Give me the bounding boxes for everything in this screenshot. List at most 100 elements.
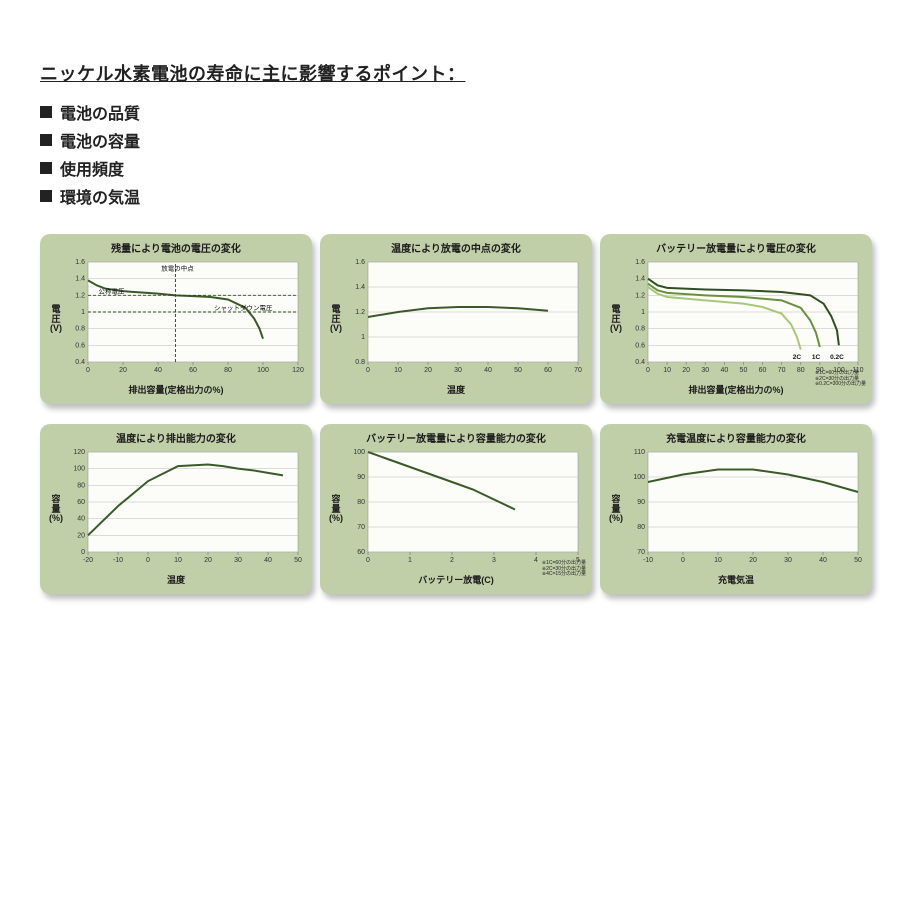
svg-text:40: 40	[264, 557, 272, 564]
y-axis-label: 容量(%)	[608, 448, 626, 571]
bullet-list: 電池の品質電池の容量使用頻度環境の気温	[40, 100, 860, 208]
svg-text:20: 20	[77, 532, 85, 539]
bullet-item: 環境の気温	[40, 184, 860, 208]
svg-text:1.2: 1.2	[635, 292, 645, 299]
svg-text:公称電圧: 公称電圧	[99, 286, 126, 295]
svg-text:80: 80	[637, 524, 645, 531]
y-axis-label: 電圧(V)	[608, 258, 626, 381]
square-icon	[40, 162, 52, 174]
svg-text:100: 100	[353, 449, 365, 456]
svg-text:1: 1	[81, 309, 85, 316]
svg-text:50: 50	[854, 557, 862, 564]
svg-text:0.4: 0.4	[75, 359, 85, 366]
chart-title: バッテリー放電量により電圧の変化	[608, 240, 864, 255]
svg-text:70: 70	[778, 367, 786, 374]
chart-card-c4: 温度により排出能力の変化容量(%)020406080100120-20-1001…	[40, 424, 312, 594]
svg-text:90: 90	[357, 474, 365, 481]
svg-text:1.4: 1.4	[635, 276, 645, 283]
svg-text:50: 50	[740, 367, 748, 374]
svg-text:シャットダウン電圧: シャットダウン電圧	[214, 303, 273, 312]
svg-text:4: 4	[534, 557, 538, 564]
chart-card-c6: 充電温度により容量能力の変化容量(%)708090100110-10010203…	[600, 424, 872, 594]
chart-plot: 020406080100120-20-1001020304050	[66, 448, 304, 566]
svg-text:10: 10	[174, 557, 182, 564]
svg-text:60: 60	[77, 499, 85, 506]
chart-card-c1: 残量により電池の電圧の変化電圧(V)0.40.60.811.21.41.6020…	[40, 234, 312, 404]
svg-text:80: 80	[77, 482, 85, 489]
svg-text:100: 100	[633, 474, 645, 481]
chart-title: 充電温度により容量能力の変化	[608, 430, 864, 445]
svg-text:50: 50	[294, 557, 302, 564]
svg-text:1.4: 1.4	[75, 276, 85, 283]
y-axis-label: 電圧(V)	[328, 258, 346, 381]
svg-text:40: 40	[154, 367, 162, 374]
svg-text:1.6: 1.6	[635, 259, 645, 266]
chart-plot: 0.811.21.41.6010203040506070	[346, 258, 584, 376]
svg-text:0.4: 0.4	[635, 359, 645, 366]
svg-text:20: 20	[424, 367, 432, 374]
bullet-item: 電池の品質	[40, 100, 860, 124]
svg-text:0: 0	[681, 557, 685, 564]
x-axis-label: 充電気温	[608, 573, 864, 586]
svg-text:80: 80	[797, 367, 805, 374]
x-axis-label: 排出容量(定格出力の%)	[48, 383, 304, 396]
svg-text:0.6: 0.6	[75, 342, 85, 349]
svg-text:1.6: 1.6	[75, 259, 85, 266]
svg-text:3: 3	[492, 557, 496, 564]
svg-text:0.2C: 0.2C	[830, 354, 844, 361]
svg-text:120: 120	[292, 367, 304, 374]
chart-card-c5: バッテリー放電量により容量能力の変化容量(%)60708090100012345…	[320, 424, 592, 594]
svg-text:0: 0	[646, 367, 650, 374]
svg-text:30: 30	[701, 367, 709, 374]
square-icon	[40, 134, 52, 146]
svg-text:0.8: 0.8	[355, 359, 365, 366]
svg-text:70: 70	[574, 367, 582, 374]
svg-text:30: 30	[234, 557, 242, 564]
chart-title: 温度により排出能力の変化	[48, 430, 304, 445]
chart-side-notes: ※1C=60分の出力量※2C=30分の出力量※4C=15分の出力量	[542, 561, 586, 578]
chart-plot: 0.40.60.811.21.41.6010203040506070809010…	[626, 258, 864, 376]
svg-text:10: 10	[663, 367, 671, 374]
svg-text:1.6: 1.6	[355, 259, 365, 266]
bullet-text: 環境の気温	[60, 184, 140, 208]
chart-card-c2: 温度により放電の中点の変化電圧(V)0.811.21.41.6010203040…	[320, 234, 592, 404]
y-axis-label: 容量(%)	[48, 448, 66, 571]
svg-text:100: 100	[73, 466, 85, 473]
chart-plot: 60708090100012345	[346, 448, 584, 566]
x-axis-label: 温度	[48, 573, 304, 586]
svg-text:1: 1	[408, 557, 412, 564]
chart-grid: 残量により電池の電圧の変化電圧(V)0.40.60.811.21.41.6020…	[40, 234, 860, 594]
bullet-text: 使用頻度	[60, 156, 124, 180]
svg-text:0: 0	[366, 367, 370, 374]
svg-text:放電の中点: 放電の中点	[161, 263, 194, 272]
square-icon	[40, 190, 52, 202]
svg-text:40: 40	[77, 516, 85, 523]
svg-text:1: 1	[361, 334, 365, 341]
svg-text:-20: -20	[83, 557, 93, 564]
svg-text:0: 0	[81, 549, 85, 556]
svg-text:0: 0	[146, 557, 150, 564]
svg-text:1.2: 1.2	[75, 292, 85, 299]
svg-text:1.4: 1.4	[355, 284, 365, 291]
chart-title: 温度により放電の中点の変化	[328, 240, 584, 255]
svg-text:40: 40	[720, 367, 728, 374]
svg-text:20: 20	[119, 367, 127, 374]
chart-title: バッテリー放電量により容量能力の変化	[328, 430, 584, 445]
bullet-item: 電池の容量	[40, 128, 860, 152]
svg-text:30: 30	[454, 367, 462, 374]
svg-text:70: 70	[357, 524, 365, 531]
svg-text:2C: 2C	[793, 354, 802, 361]
bullet-text: 電池の品質	[60, 100, 140, 124]
y-axis-label: 容量(%)	[328, 448, 346, 571]
svg-text:50: 50	[514, 367, 522, 374]
svg-text:0: 0	[86, 367, 90, 374]
svg-text:80: 80	[357, 499, 365, 506]
svg-text:10: 10	[714, 557, 722, 564]
svg-text:20: 20	[682, 367, 690, 374]
y-axis-label: 電圧(V)	[48, 258, 66, 381]
svg-text:1: 1	[641, 309, 645, 316]
bullet-text: 電池の容量	[60, 128, 140, 152]
svg-text:1.2: 1.2	[355, 309, 365, 316]
svg-text:0.6: 0.6	[635, 342, 645, 349]
svg-text:0.8: 0.8	[635, 326, 645, 333]
